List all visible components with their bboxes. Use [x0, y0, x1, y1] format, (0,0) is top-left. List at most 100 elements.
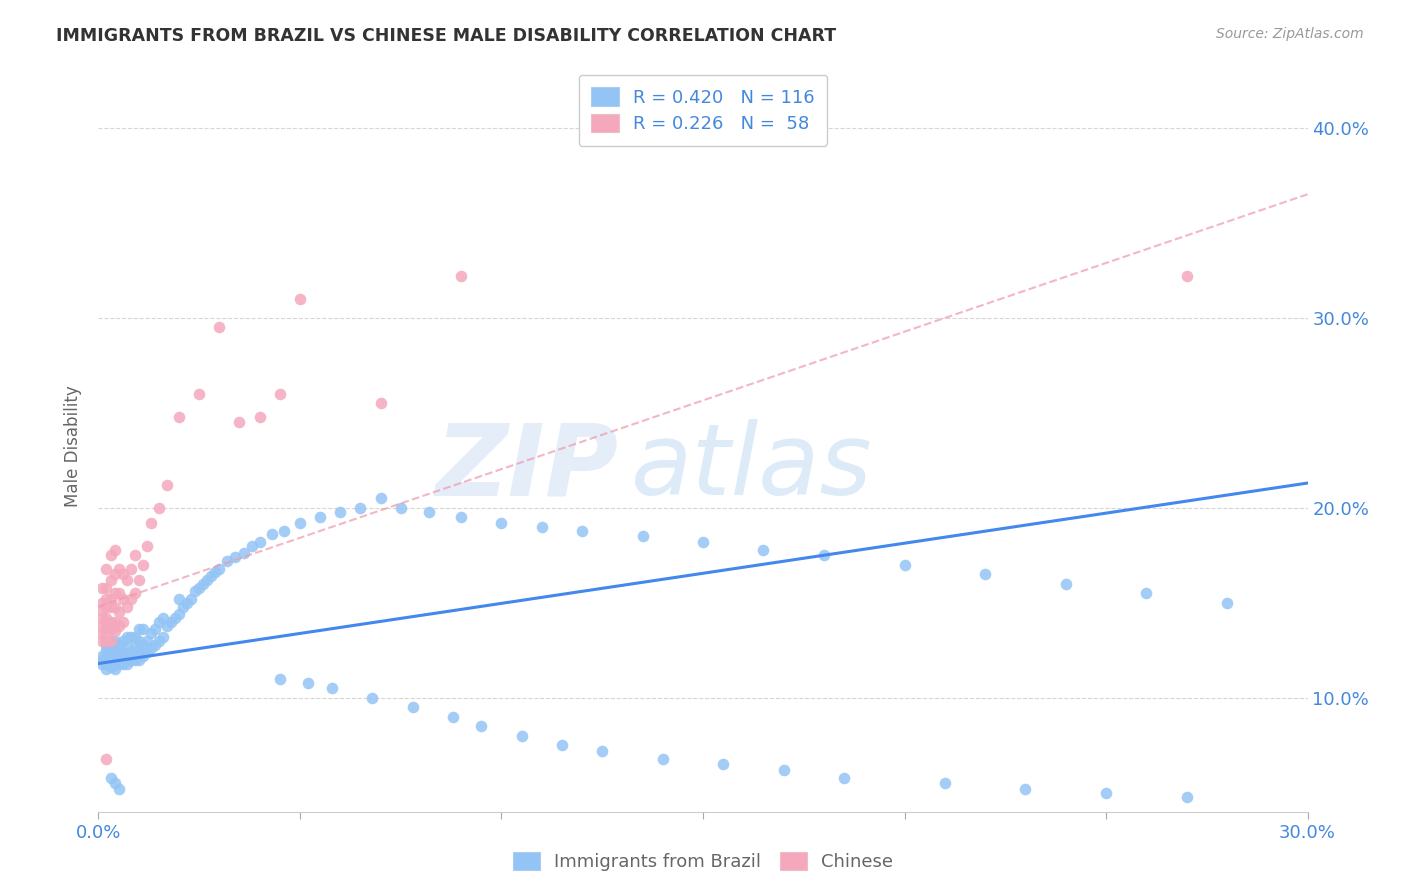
Point	[249, 535, 271, 549]
Point	[176, 596, 198, 610]
Point	[934, 776, 956, 790]
Point	[107, 605, 129, 619]
Point	[107, 618, 129, 632]
Point	[96, 751, 118, 765]
Point	[91, 626, 114, 640]
Point	[91, 657, 114, 671]
Point	[510, 729, 533, 743]
Point	[180, 591, 202, 606]
Point	[193, 576, 215, 591]
Point	[100, 573, 122, 587]
Point	[111, 653, 134, 667]
Point	[135, 539, 157, 553]
Point	[269, 672, 291, 686]
Point	[96, 561, 118, 575]
Point	[100, 599, 122, 614]
Point	[103, 586, 125, 600]
Point	[370, 491, 392, 506]
Point	[139, 641, 162, 656]
Point	[208, 320, 231, 334]
Point	[120, 630, 142, 644]
Point	[103, 624, 125, 639]
Point	[571, 524, 593, 538]
Legend: Immigrants from Brazil, Chinese: Immigrants from Brazil, Chinese	[506, 846, 900, 879]
Point	[103, 615, 125, 629]
Point	[115, 630, 138, 644]
Point	[1175, 789, 1198, 804]
Point	[711, 757, 734, 772]
Point	[188, 581, 211, 595]
Point	[107, 638, 129, 652]
Point	[115, 638, 138, 652]
Point	[96, 599, 118, 614]
Point	[224, 550, 246, 565]
Point	[124, 548, 146, 562]
Point	[96, 648, 118, 663]
Point	[441, 710, 464, 724]
Point	[273, 524, 295, 538]
Point	[103, 648, 125, 663]
Point	[96, 638, 118, 652]
Point	[139, 626, 162, 640]
Point	[115, 657, 138, 671]
Point	[1095, 786, 1118, 800]
Point	[156, 618, 179, 632]
Point	[128, 573, 150, 587]
Point	[772, 763, 794, 777]
Point	[228, 415, 250, 429]
Point	[115, 599, 138, 614]
Point	[651, 751, 673, 765]
Point	[111, 615, 134, 629]
Point	[349, 500, 371, 515]
Point	[115, 573, 138, 587]
Point	[139, 516, 162, 530]
Point	[103, 599, 125, 614]
Point	[160, 615, 183, 629]
Point	[208, 561, 231, 575]
Point	[103, 641, 125, 656]
Point	[132, 623, 155, 637]
Point	[832, 771, 855, 785]
Point	[91, 618, 114, 632]
Point	[143, 623, 166, 637]
Point	[100, 591, 122, 606]
Point	[111, 645, 134, 659]
Point	[288, 516, 311, 530]
Point	[167, 591, 190, 606]
Point	[269, 386, 291, 401]
Point	[370, 396, 392, 410]
Point	[132, 638, 155, 652]
Point	[309, 510, 332, 524]
Point	[91, 596, 114, 610]
Point	[96, 611, 118, 625]
Point	[107, 561, 129, 575]
Point	[249, 409, 271, 424]
Point	[128, 653, 150, 667]
Point	[107, 586, 129, 600]
Point	[96, 618, 118, 632]
Point	[450, 268, 472, 283]
Point	[163, 611, 186, 625]
Point	[156, 478, 179, 492]
Point	[107, 657, 129, 671]
Point	[551, 738, 574, 752]
Point	[115, 648, 138, 663]
Point	[96, 626, 118, 640]
Point	[103, 776, 125, 790]
Point	[450, 510, 472, 524]
Point	[124, 586, 146, 600]
Point	[100, 623, 122, 637]
Point	[288, 292, 311, 306]
Point	[124, 630, 146, 644]
Point	[111, 657, 134, 671]
Point	[361, 690, 384, 705]
Point	[120, 561, 142, 575]
Point	[148, 500, 170, 515]
Point	[143, 638, 166, 652]
Point	[124, 653, 146, 667]
Point	[91, 581, 114, 595]
Point	[321, 681, 343, 696]
Text: atlas: atlas	[630, 419, 872, 516]
Point	[217, 554, 239, 568]
Point	[402, 700, 425, 714]
